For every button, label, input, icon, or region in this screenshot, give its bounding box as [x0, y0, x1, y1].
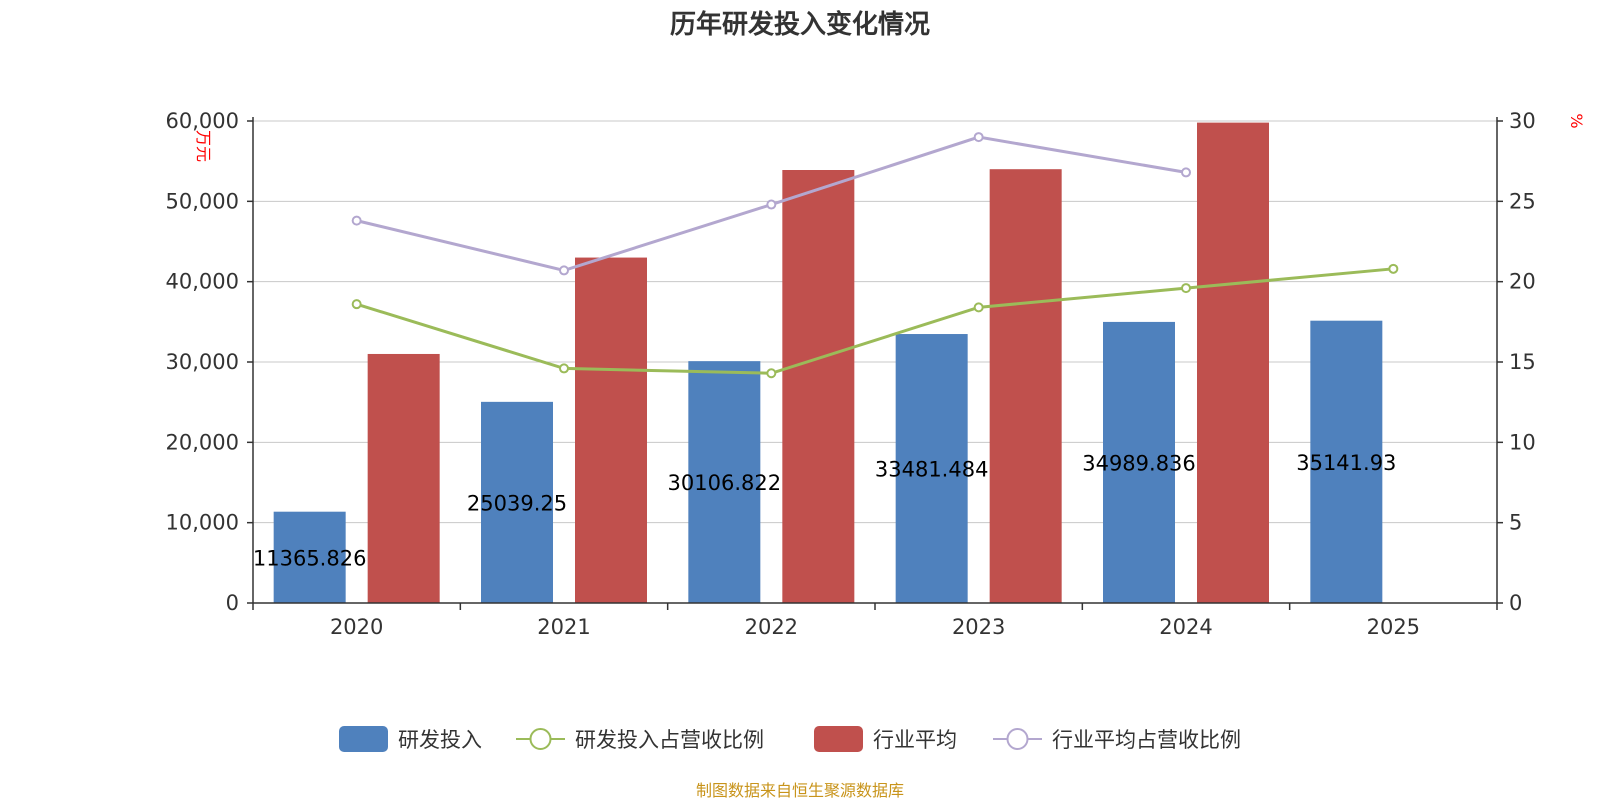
bars: [273, 122, 1383, 604]
x-tick-label: 2021: [537, 615, 590, 639]
legend-label: 行业平均占营收比例: [1052, 728, 1241, 752]
data-label: 25039.25: [467, 491, 567, 515]
point-研发投入占营收比例: [559, 363, 569, 374]
point-行业平均占营收比例: [351, 215, 362, 226]
chart-title: 历年研发投入变化情况: [670, 9, 930, 40]
left-tick-label: 50,000: [166, 189, 239, 213]
right-tick-label: 20: [1509, 270, 1536, 294]
point-行业平均占营收比例: [559, 265, 569, 276]
legend-label: 研发投入占营收比例: [575, 728, 764, 752]
legend-swatch-marker: [529, 728, 552, 750]
bar-研发投入-2020: [273, 511, 346, 603]
x-tick-label: 2025: [1367, 615, 1420, 639]
left-tick-label: 20,000: [166, 430, 239, 454]
legend-label: 研发投入: [398, 728, 482, 752]
bar-行业平均-2023: [989, 169, 1062, 603]
point-研发投入占营收比例: [1388, 263, 1399, 274]
point-研发投入占营收比例: [351, 299, 362, 310]
right-tick-label: 25: [1509, 189, 1536, 213]
right-tick-label: 15: [1509, 350, 1536, 374]
right-tick-label: 0: [1509, 591, 1522, 615]
x-tick-label: 2022: [745, 615, 798, 639]
data-labels: 11365.826 25039.25 30106.822 33481.484 34989…: [253, 451, 1397, 571]
right-tick-label: 10: [1509, 430, 1536, 454]
bar-研发投入-2025: [1310, 320, 1383, 603]
data-label: 35141.93: [1296, 451, 1396, 475]
bar-行业平均-2022: [782, 170, 855, 603]
data-label: 11365.826: [253, 546, 367, 570]
point-行业平均占营收比例: [973, 132, 984, 143]
data-label: 30106.822: [668, 471, 782, 495]
bar-行业平均-2021: [575, 257, 647, 603]
bar-研发投入-2024: [1103, 321, 1175, 603]
legend-swatch: [339, 726, 388, 752]
point-行业平均占营收比例: [1181, 167, 1191, 178]
left-tick-label: 30,000: [166, 350, 239, 374]
legend-swatch-marker: [1006, 728, 1029, 750]
source-note: 制图数据来自恒生聚源数据库: [696, 781, 904, 800]
bar-行业平均-2024: [1197, 122, 1269, 604]
bar-研发投入-2021: [481, 401, 553, 603]
bar-研发投入-2023: [895, 334, 968, 603]
right-tick-label: 30: [1509, 109, 1536, 133]
left-tick-label: 10,000: [166, 511, 239, 535]
left-axis-unit: 万元: [194, 130, 213, 162]
point-行业平均占营收比例: [766, 199, 777, 210]
legend-label: 行业平均: [873, 728, 957, 752]
right-axis-unit: %: [1567, 113, 1586, 128]
point-研发投入占营收比例: [973, 302, 984, 313]
left-tick-label: 40,000: [166, 270, 239, 294]
legend-swatch: [814, 726, 863, 752]
x-tick-label: 2020: [330, 615, 383, 639]
left-tick-label: 60,000: [166, 109, 239, 133]
right-tick-label: 5: [1509, 511, 1522, 535]
data-label: 33481.484: [875, 458, 989, 482]
left-tick-label: 0: [226, 591, 239, 615]
point-研发投入占营收比例: [1181, 283, 1191, 294]
x-tick-label: 2023: [952, 615, 1005, 639]
data-label: 34989.836: [1082, 451, 1196, 475]
bar-研发投入-2022: [688, 361, 761, 603]
lines: [351, 132, 1399, 379]
axes: 0 10,000 20,000 30,000 40,000 50,000 60,000 0 5 1…: [166, 109, 1586, 639]
x-tick-label: 2024: [1159, 615, 1212, 639]
legend: 研发投入 研发投入占营收比例 行业平均 行业平均占营收比例: [339, 726, 1241, 752]
gridlines: [253, 120, 1497, 524]
line-研发投入占营收比例: [356, 267, 1394, 375]
point-研发投入占营收比例: [766, 368, 777, 379]
bar-行业平均-2020: [367, 353, 440, 603]
